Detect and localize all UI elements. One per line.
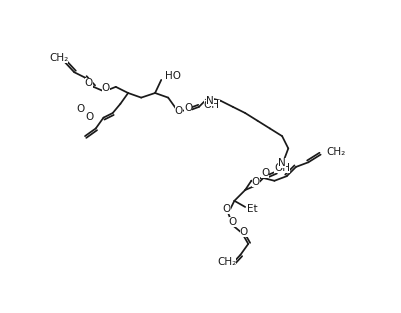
Text: O: O [184, 103, 192, 113]
Text: O: O [261, 168, 269, 178]
Text: O: O [223, 204, 231, 214]
Text: OH: OH [204, 100, 220, 110]
Text: O: O [175, 106, 183, 116]
Text: O: O [252, 177, 260, 187]
Text: HO: HO [165, 71, 181, 81]
Text: Et: Et [247, 203, 258, 213]
Text: OH: OH [274, 163, 290, 173]
Text: N: N [206, 96, 214, 106]
Text: O: O [229, 217, 237, 227]
Text: O: O [239, 227, 248, 237]
Text: O: O [102, 83, 110, 93]
Text: O: O [85, 112, 94, 122]
Text: N: N [278, 158, 286, 168]
Text: CH₂: CH₂ [217, 257, 236, 267]
Text: CH₂: CH₂ [327, 146, 346, 156]
Text: O: O [85, 78, 93, 88]
Text: O: O [76, 104, 85, 114]
Text: CH₂: CH₂ [49, 53, 69, 63]
